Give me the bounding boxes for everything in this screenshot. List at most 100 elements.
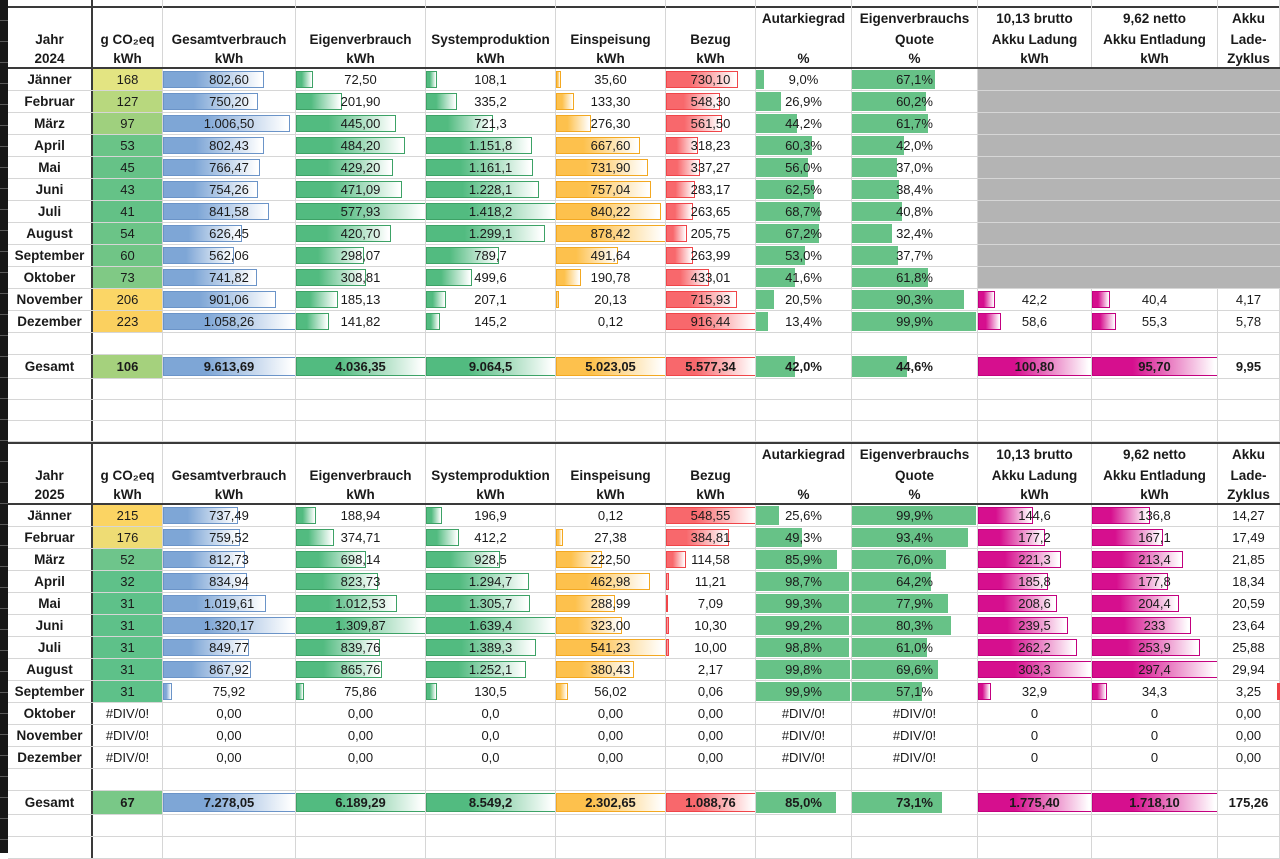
cell-einspeisung[interactable]: 380,43: [556, 659, 666, 680]
cell-produktion[interactable]: 721,3: [426, 113, 556, 134]
header-cell-verbrauch[interactable]: Gesamtverbrauch: [163, 465, 296, 486]
cell-entladung[interactable]: [1092, 223, 1218, 244]
cell-bezug[interactable]: 730,10: [666, 69, 756, 90]
cell-ladung[interactable]: [978, 379, 1092, 399]
cell-ladung[interactable]: [978, 421, 1092, 441]
edge-cell-label[interactable]: [8, 0, 93, 8]
header-cell-label[interactable]: Jahr: [8, 465, 93, 486]
cell-quote[interactable]: 37,7%: [852, 245, 978, 266]
cell-month-label[interactable]: [8, 837, 93, 858]
header-cell-label[interactable]: 2025: [8, 486, 93, 503]
cell-zyklus[interactable]: 175,26: [1218, 791, 1280, 814]
cell-bezug[interactable]: 7,09: [666, 593, 756, 614]
cell-verbrauch[interactable]: 1.019,61: [163, 593, 296, 614]
cell-bezug[interactable]: 433,01: [666, 267, 756, 288]
cell-ladung[interactable]: [978, 769, 1092, 790]
cell-autarkie[interactable]: 98,7%: [756, 571, 852, 592]
cell-quote[interactable]: 64,2%: [852, 571, 978, 592]
cell-produktion[interactable]: 196,9: [426, 505, 556, 526]
cell-co2[interactable]: 168: [93, 69, 163, 90]
cell-zyklus[interactable]: 4,17: [1218, 289, 1280, 310]
cell-entladung[interactable]: 253,9: [1092, 637, 1218, 658]
cell-co2[interactable]: 32: [93, 571, 163, 592]
cell-zyklus[interactable]: [1218, 837, 1280, 858]
header-cell-verbrauch[interactable]: Gesamtverbrauch: [163, 29, 296, 50]
cell-zyklus[interactable]: [1218, 201, 1280, 222]
cell-entladung[interactable]: 297,4: [1092, 659, 1218, 680]
cell-co2[interactable]: 31: [93, 659, 163, 680]
header-cell-ladung[interactable]: 10,13 brutto: [978, 444, 1092, 465]
cell-co2[interactable]: 215: [93, 505, 163, 526]
header-cell-einspeisung[interactable]: Einspeisung: [556, 29, 666, 50]
cell-entladung[interactable]: 167,1: [1092, 527, 1218, 548]
cell-zyklus[interactable]: 17,49: [1218, 527, 1280, 548]
cell-quote[interactable]: #DIV/0!: [852, 747, 978, 768]
cell-verbrauch[interactable]: 7.278,05: [163, 791, 296, 814]
header-cell-entladung[interactable]: kWh: [1092, 50, 1218, 67]
cell-ladung[interactable]: 144,6: [978, 505, 1092, 526]
cell-ladung[interactable]: [978, 815, 1092, 836]
cell-quote[interactable]: 93,4%: [852, 527, 978, 548]
cell-bezug[interactable]: 263,65: [666, 201, 756, 222]
cell-quote[interactable]: 60,2%: [852, 91, 978, 112]
cell-autarkie[interactable]: 42,0%: [756, 355, 852, 378]
cell-co2[interactable]: 54: [93, 223, 163, 244]
cell-zyklus[interactable]: 0,00: [1218, 747, 1280, 768]
cell-bezug[interactable]: 0,06: [666, 681, 756, 702]
cell-verbrauch[interactable]: 0,00: [163, 747, 296, 768]
cell-co2[interactable]: #DIV/0!: [93, 725, 163, 746]
cell-quote[interactable]: [852, 333, 978, 354]
cell-produktion[interactable]: 207,1: [426, 289, 556, 310]
header-cell-autarkie[interactable]: %: [756, 50, 852, 67]
cell-einspeisung[interactable]: 0,00: [556, 703, 666, 724]
cell-quote[interactable]: 76,0%: [852, 549, 978, 570]
cell-entladung[interactable]: [1092, 135, 1218, 156]
cell-zyklus[interactable]: 3,25: [1218, 681, 1280, 702]
cell-entladung[interactable]: 1.718,10: [1092, 791, 1218, 814]
cell-co2[interactable]: 41: [93, 201, 163, 222]
header-cell-produktion[interactable]: Systemproduktion: [426, 29, 556, 50]
header-cell-autarkie[interactable]: %: [756, 486, 852, 503]
cell-quote[interactable]: 77,9%: [852, 593, 978, 614]
header-cell-label[interactable]: [8, 8, 93, 29]
cell-verbrauch[interactable]: 626,45: [163, 223, 296, 244]
cell-co2[interactable]: 67: [93, 791, 163, 814]
cell-produktion[interactable]: 0,0: [426, 703, 556, 724]
cell-zyklus[interactable]: 21,85: [1218, 549, 1280, 570]
cell-entladung[interactable]: [1092, 69, 1218, 90]
cell-bezug[interactable]: [666, 815, 756, 836]
cell-entladung[interactable]: 34,3: [1092, 681, 1218, 702]
cell-quote[interactable]: [852, 421, 978, 441]
cell-autarkie[interactable]: 68,7%: [756, 201, 852, 222]
cell-entladung[interactable]: [1092, 113, 1218, 134]
header-cell-co2[interactable]: kWh: [93, 50, 163, 67]
cell-entladung[interactable]: 177,8: [1092, 571, 1218, 592]
cell-ladung[interactable]: [978, 113, 1092, 134]
cell-eigen[interactable]: [296, 815, 426, 836]
cell-eigen[interactable]: [296, 400, 426, 420]
header-cell-zyklus[interactable]: Akku: [1218, 444, 1280, 465]
cell-zyklus[interactable]: 0,00: [1218, 725, 1280, 746]
cell-eigen[interactable]: [296, 333, 426, 354]
cell-einspeisung[interactable]: [556, 815, 666, 836]
cell-month-label[interactable]: Juli: [8, 201, 93, 222]
cell-month-label[interactable]: [8, 421, 93, 441]
cell-bezug[interactable]: [666, 769, 756, 790]
cell-zyklus[interactable]: [1218, 333, 1280, 354]
cell-ladung[interactable]: 32,9: [978, 681, 1092, 702]
header-cell-entladung[interactable]: 9,62 netto: [1092, 8, 1218, 29]
cell-co2[interactable]: [93, 837, 163, 858]
cell-autarkie[interactable]: 49,3%: [756, 527, 852, 548]
cell-zyklus[interactable]: 25,88: [1218, 637, 1280, 658]
cell-einspeisung[interactable]: [556, 837, 666, 858]
cell-einspeisung[interactable]: 541,23: [556, 637, 666, 658]
cell-month-label[interactable]: August: [8, 659, 93, 680]
cell-einspeisung[interactable]: 190,78: [556, 267, 666, 288]
cell-ladung[interactable]: 58,6: [978, 311, 1092, 332]
cell-verbrauch[interactable]: [163, 379, 296, 399]
cell-autarkie[interactable]: #DIV/0!: [756, 747, 852, 768]
cell-autarkie[interactable]: #DIV/0!: [756, 725, 852, 746]
cell-month-label[interactable]: Jänner: [8, 69, 93, 90]
header-cell-bezug[interactable]: [666, 8, 756, 29]
cell-autarkie[interactable]: 85,9%: [756, 549, 852, 570]
